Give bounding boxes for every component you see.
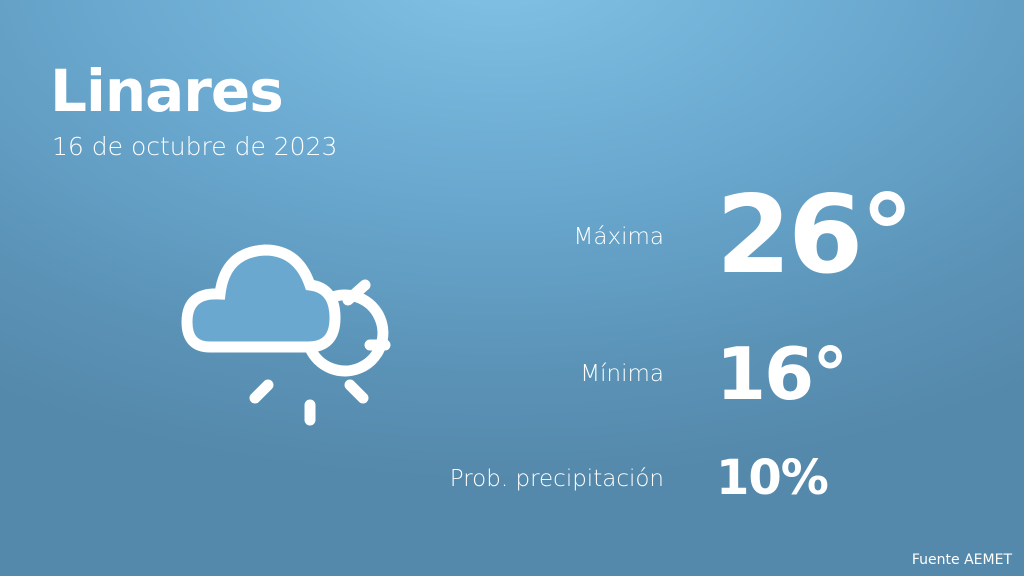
min-temp-value: 16° <box>716 332 848 416</box>
min-temp-label: Mínima <box>580 361 664 387</box>
source-credit: Fuente AEMET <box>911 552 1012 568</box>
city-name: Linares <box>50 57 284 125</box>
max-temp-value: 26° <box>716 173 914 298</box>
precip-label: Prob. precipitación <box>449 466 664 492</box>
max-temp-label: Máxima <box>573 224 664 250</box>
cloud-sun-icon <box>181 244 391 426</box>
precip-value: 10% <box>716 450 829 506</box>
forecast-date: 16 de octubre de 2023 <box>52 132 338 161</box>
